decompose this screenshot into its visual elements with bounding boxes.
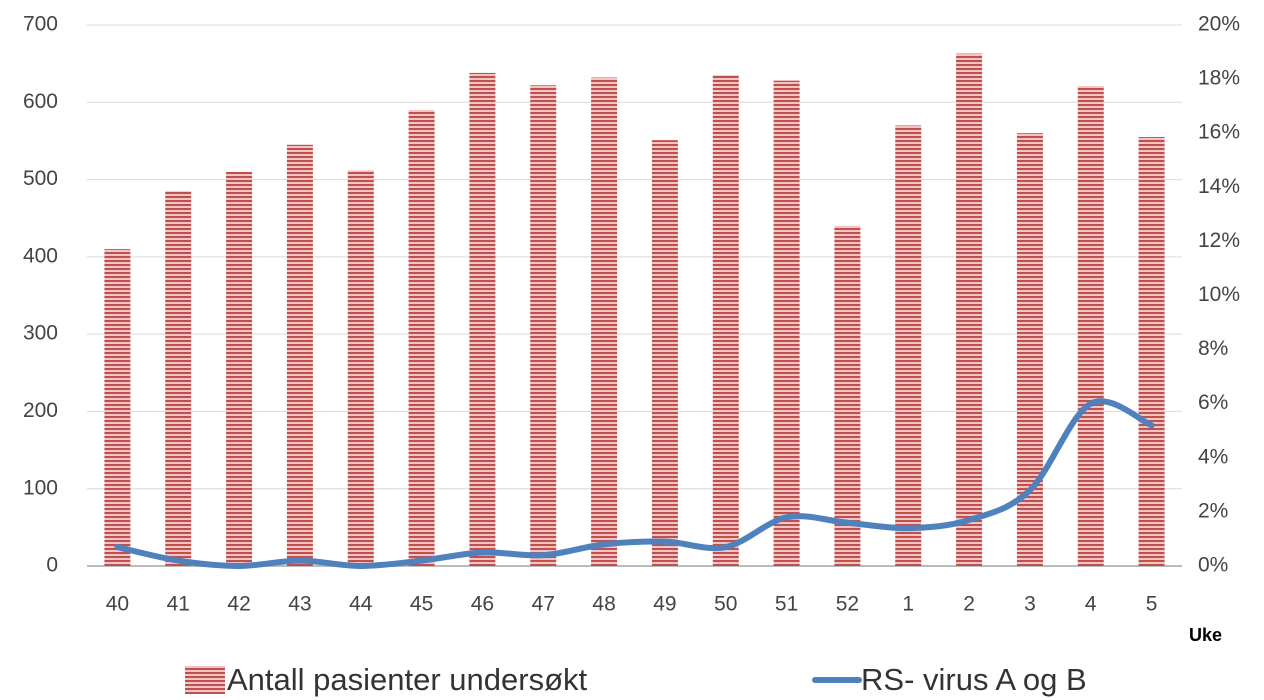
x-tick-label: 52 (836, 593, 859, 616)
y-tick-label: 700 (23, 13, 58, 36)
y-tick-label: 400 (23, 244, 58, 267)
bar (408, 110, 435, 566)
y-tick-label: 600 (23, 90, 58, 113)
line (114, 398, 1155, 570)
y-tick-label: 0 (46, 554, 58, 577)
bar (1138, 137, 1165, 567)
x-tick-label: 51 (775, 593, 798, 616)
y2-tick-label: 2% (1198, 499, 1228, 522)
legend-label: RS- virus A og B (861, 662, 1087, 697)
x-tick-label: 46 (471, 593, 494, 616)
x-tick-label: 43 (288, 593, 311, 616)
y-tick-label: 200 (23, 399, 58, 422)
bar (530, 85, 557, 566)
y2-tick-label: 14% (1198, 175, 1240, 198)
x-tick-label: 47 (532, 593, 555, 616)
y2-tick-label: 10% (1198, 283, 1240, 306)
x-tick-label: 2 (963, 593, 975, 616)
y2-tick-label: 12% (1198, 229, 1240, 252)
bar (773, 80, 800, 566)
y2-tick-label: 4% (1198, 445, 1228, 468)
x-tick-label: 4 (1085, 593, 1097, 616)
y2-tick-label: 8% (1198, 337, 1228, 360)
legend-label: Antall pasienter undersøkt (227, 662, 588, 697)
bar (1077, 86, 1104, 566)
y-tick-label: 500 (23, 167, 58, 190)
y2-tick-label: 0% (1198, 554, 1228, 577)
bar (286, 144, 313, 567)
legend-swatch (185, 666, 225, 694)
x-tick-label: 5 (1146, 593, 1158, 616)
x-tick-label: 3 (1024, 593, 1036, 616)
x-tick-label: 42 (227, 593, 250, 616)
x-tick-label: 50 (714, 593, 737, 616)
bar (834, 225, 861, 566)
y2-tick-label: 18% (1198, 67, 1240, 90)
x-tick-label: 1 (902, 593, 914, 616)
x-tick-label: 48 (592, 593, 615, 616)
x-tick-label: 49 (653, 593, 676, 616)
bar (226, 171, 253, 567)
bar (895, 125, 922, 566)
x-tick-label: 44 (349, 593, 373, 616)
bar (165, 191, 192, 566)
bar (712, 75, 739, 566)
bar (651, 140, 678, 567)
bar (469, 72, 496, 566)
x-axis-title: Uke (1189, 625, 1222, 645)
x-tick-label: 45 (410, 593, 433, 616)
y2-tick-label: 20% (1198, 13, 1240, 36)
bar (347, 170, 374, 566)
x-tick-label: 40 (106, 593, 129, 616)
y-tick-label: 100 (23, 476, 58, 499)
bar (591, 77, 618, 566)
bar (956, 53, 983, 567)
bar (104, 249, 131, 566)
x-tick-label: 41 (167, 593, 190, 616)
y2-tick-label: 6% (1198, 391, 1228, 414)
y-tick-label: 300 (23, 322, 58, 345)
y2-tick-label: 16% (1198, 121, 1240, 144)
